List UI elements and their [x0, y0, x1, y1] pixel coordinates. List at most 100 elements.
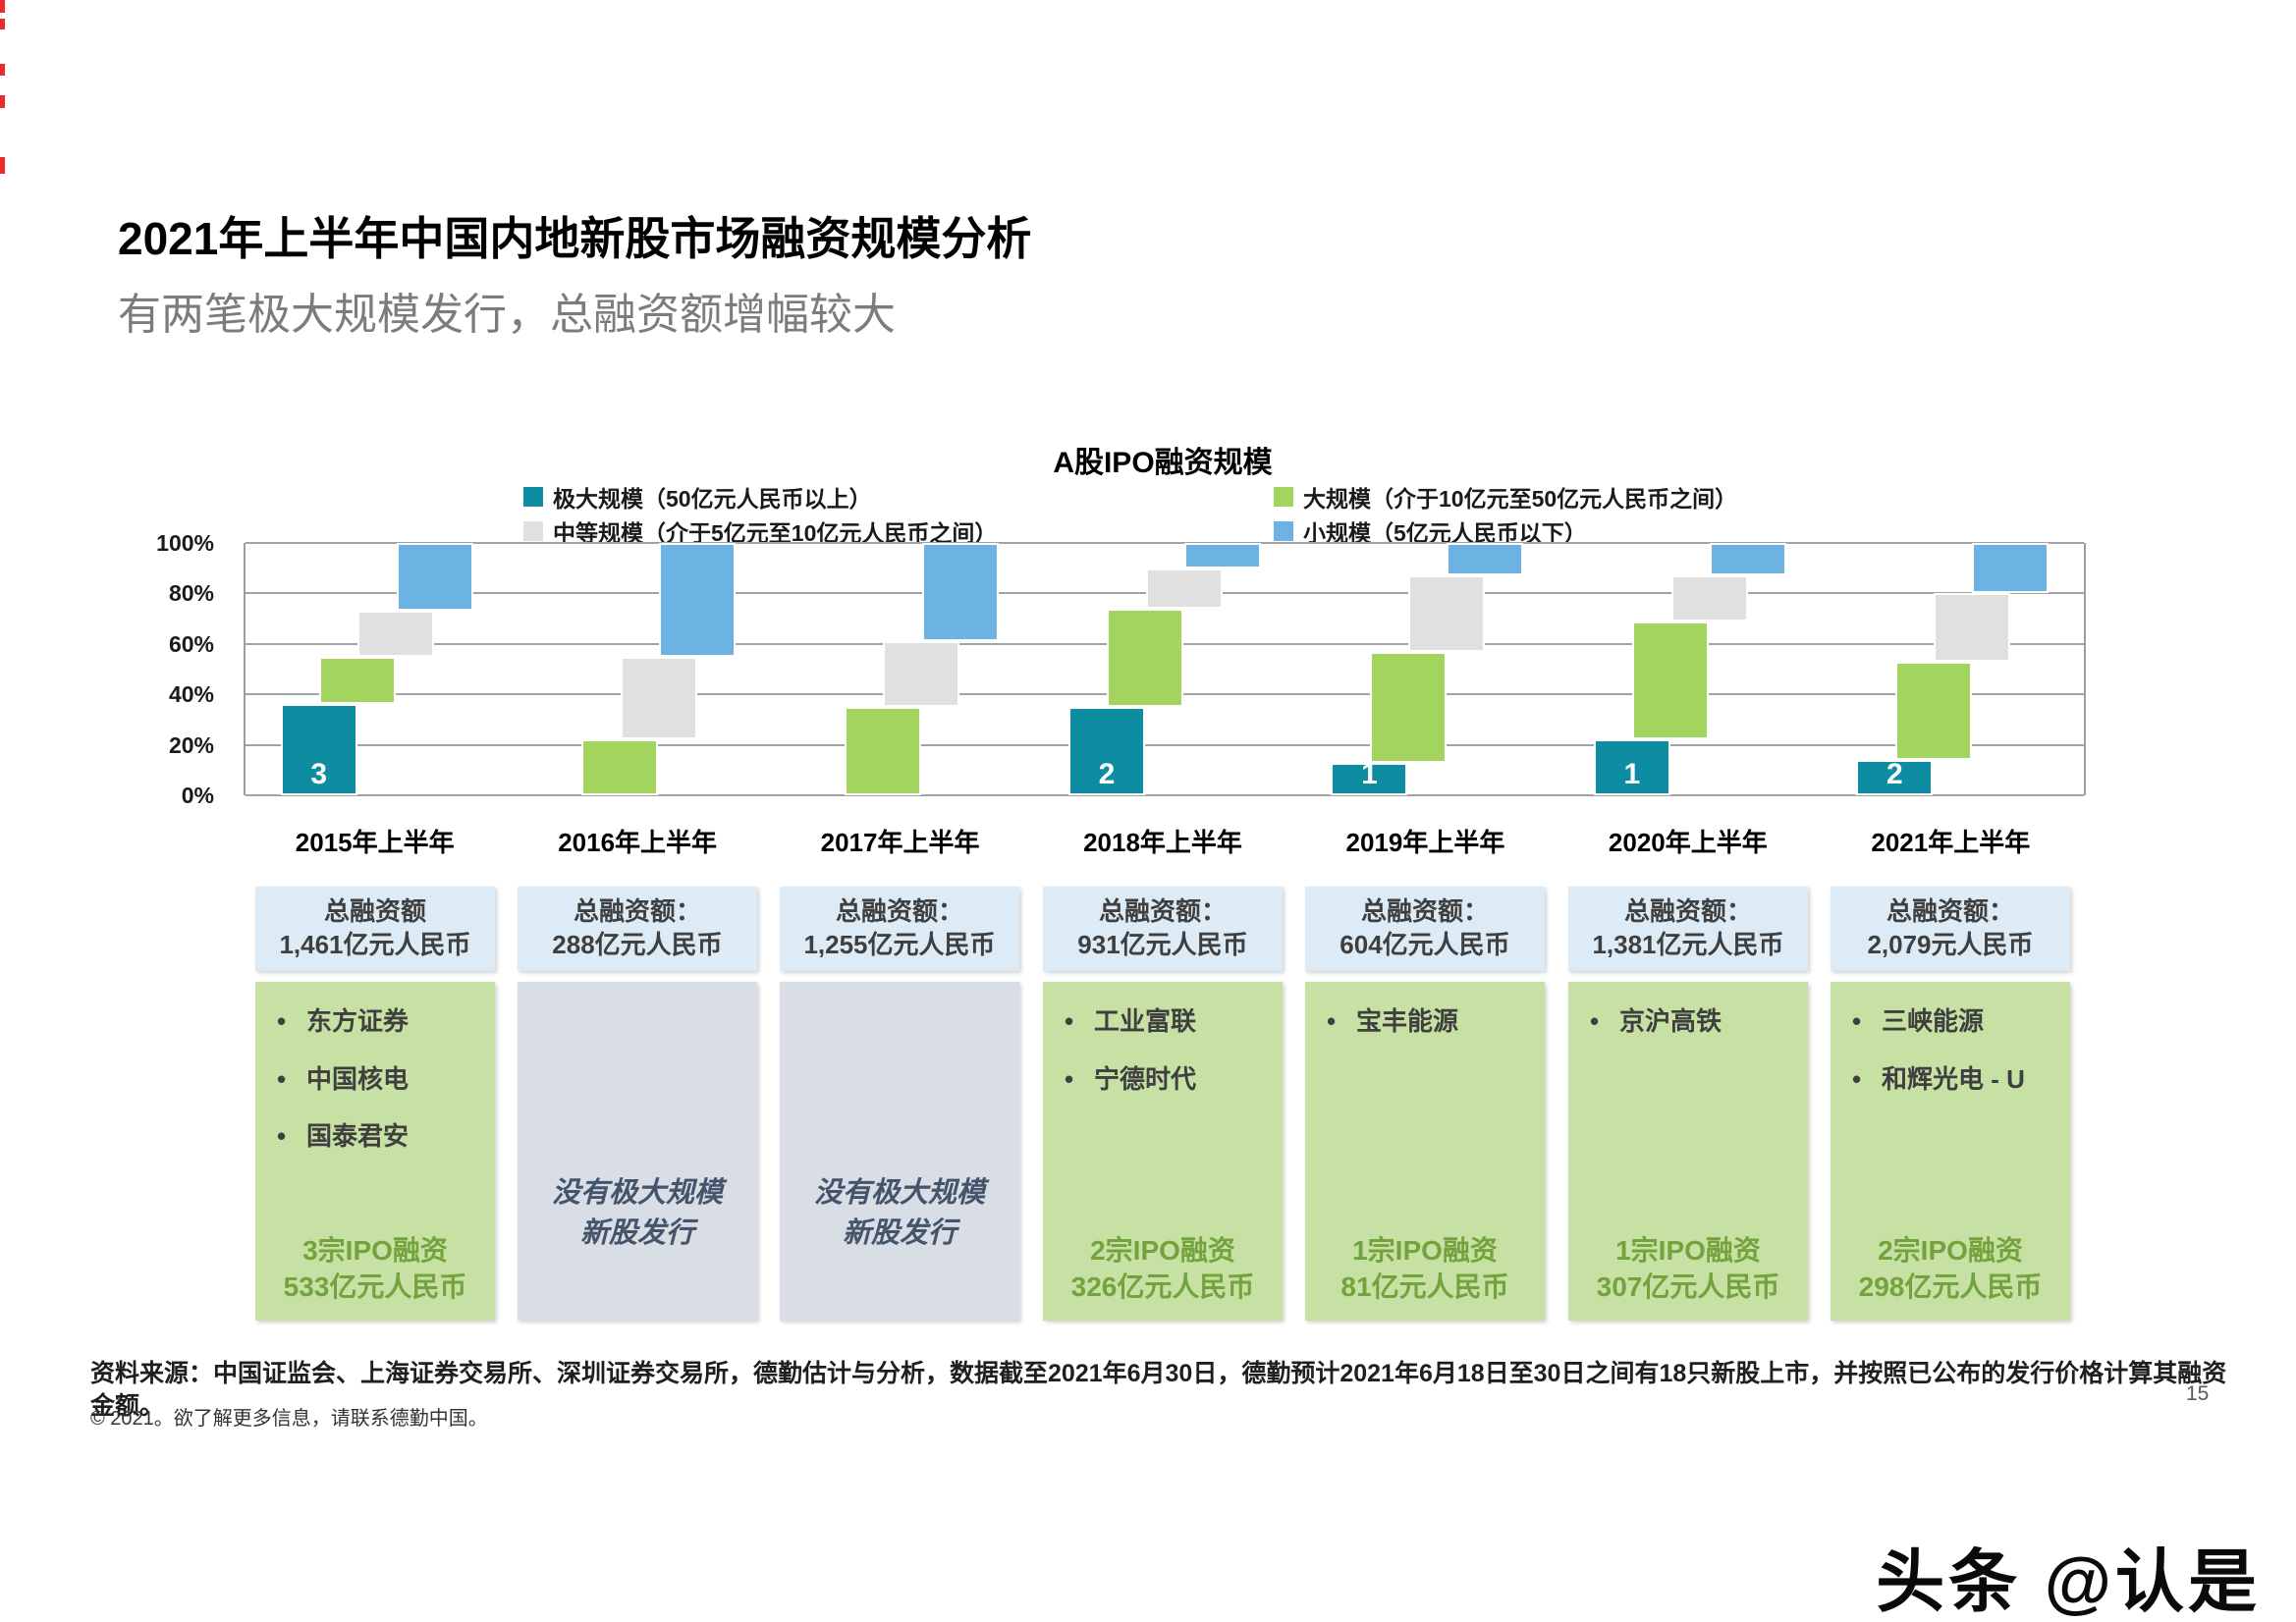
- bar-segment-1: 1: [1593, 739, 1670, 795]
- bar-segment-2: [1632, 621, 1710, 740]
- company-item: 和辉光电 - U: [1846, 1063, 2062, 1096]
- x-tick-label: 2019年上半年: [1345, 828, 1505, 857]
- company-item: 三峡能源: [1846, 1005, 2062, 1038]
- red-edge-mark: [0, 95, 5, 108]
- deal-count: 3宗IPO融资: [302, 1235, 448, 1267]
- total-funds-box-2017: 总融资额： 1,255亿元人民币: [780, 887, 1019, 971]
- y-tick-label: 80%: [168, 580, 214, 607]
- deal-count: 1宗IPO融资: [1615, 1235, 1761, 1267]
- total-funds-box-2018: 总融资额： 931亿元人民币: [1043, 887, 1283, 971]
- mega-deal-count-label: 2: [1886, 758, 1903, 790]
- legend-label-large: 大规模（介于10亿元至50亿元人民币之间）: [1303, 486, 1738, 512]
- deal-amount: 307亿元人民币: [1596, 1271, 1780, 1302]
- deal-detail-box-2016: 没有极大规模 新股发行: [518, 982, 757, 1321]
- deal-amount: 81亿元人民币: [1340, 1271, 1509, 1302]
- page-title: 2021年上半年中国内地新股市场融资规模分析: [118, 213, 1032, 264]
- total-funds-label: 总融资额：: [835, 896, 963, 927]
- x-tick-label: 2020年上半年: [1608, 828, 1768, 857]
- bar-segment-2: [1369, 651, 1447, 763]
- watermark: 头条 @认是: [1876, 1543, 2261, 1620]
- red-edge-mark: [0, 0, 5, 13]
- y-tick-label: 20%: [168, 731, 214, 758]
- red-edge-mark: [0, 157, 5, 174]
- deal-summary-2019: 1宗IPO融资 81亿元人民币: [1305, 1233, 1545, 1305]
- deal-amount: 533亿元人民币: [283, 1271, 467, 1302]
- bar-segment-2: [844, 707, 921, 795]
- total-funds-value: 1,255亿元人民币: [803, 930, 996, 959]
- bar-segment-4: [1183, 543, 1261, 568]
- mega-deal-count-label: 3: [310, 758, 328, 790]
- total-funds-label: 总融资额：: [1623, 896, 1752, 927]
- bar-segment-2: [1894, 661, 1972, 761]
- page-number: 15: [2186, 1382, 2210, 1405]
- x-tick-label: 2018年上半年: [1083, 828, 1242, 857]
- bar-segment-3: [1408, 575, 1486, 652]
- legend-item-mega: 极大规模（50亿元人民币以上）: [523, 481, 872, 513]
- x-tick-label: 2015年上半年: [295, 828, 455, 857]
- y-tick-label: 60%: [168, 630, 214, 657]
- chart-title: A股IPO融资规模: [1053, 447, 1273, 479]
- company-item: 京沪高铁: [1584, 1005, 1800, 1038]
- mega-deal-count-label: 1: [1623, 758, 1641, 790]
- company-list-2020: 京沪高铁: [1568, 1005, 1808, 1233]
- gridline: [246, 743, 2084, 746]
- y-axis-labels: 0% 20% 40% 60% 80% 100%: [0, 530, 228, 808]
- plot-area: 3 2 1 1 2: [244, 542, 2086, 796]
- red-edge-mark: [0, 64, 5, 76]
- no-deal-line1: 没有极大规模: [813, 1176, 985, 1209]
- no-deal-line2: 新股发行: [579, 1216, 694, 1249]
- legend-swatch-large: [1274, 487, 1293, 507]
- total-funds-box-2016: 总融资额： 288亿元人民币: [518, 887, 757, 971]
- total-funds-label: 总融资额：: [1098, 896, 1227, 927]
- mega-deal-count-label: 1: [1361, 758, 1378, 790]
- copyright-note: © 2021。欲了解更多信息，请联系德勤中国。: [90, 1408, 488, 1430]
- page-subtitle: 有两笔极大规模发行，总融资额增幅较大: [118, 291, 896, 339]
- deal-detail-box-2015: 东方证券中国核电国泰君安 3宗IPO融资 533亿元人民币: [255, 982, 495, 1321]
- source-note: 资料来源：中国证监会、上海证券交易所、深圳证券交易所，德勤估计与分析，数据截至2…: [90, 1360, 2227, 1420]
- company-item: 工业富联: [1059, 1005, 1275, 1038]
- x-tick-label: 2016年上半年: [558, 828, 718, 857]
- legend-label-small: 小规模（5亿元人民币以下）: [1303, 520, 1587, 546]
- deal-detail-box-2017: 没有极大规模 新股发行: [780, 982, 1019, 1321]
- company-item: 中国核电: [271, 1063, 487, 1096]
- y-tick-label: 0%: [181, 783, 214, 808]
- legend-item-small: 小规模（5亿元人民币以下）: [1274, 515, 1587, 547]
- company-item: 宝丰能源: [1321, 1005, 1537, 1038]
- legend-swatch-small: [1274, 521, 1293, 541]
- red-edge-mark: [0, 19, 5, 29]
- company-list-2015: 东方证券中国核电国泰君安: [255, 1005, 495, 1233]
- deal-detail-box-2019: 宝丰能源 1宗IPO融资 81亿元人民币: [1305, 982, 1545, 1321]
- legend-item-medium: 中等规模（介于5亿元至10亿元人民币之间）: [523, 515, 997, 547]
- bar-segment-3: [1145, 568, 1223, 609]
- bar-segment-1: 3: [280, 704, 357, 795]
- total-funds-value: 288亿元人民币: [552, 930, 723, 959]
- bar-segment-4: [396, 543, 473, 612]
- bar-segment-4: [1972, 543, 2050, 594]
- company-list-2021: 三峡能源和辉光电 - U: [1831, 1005, 2070, 1233]
- mega-deal-count-label: 2: [1098, 758, 1116, 790]
- bar-segment-2: [581, 739, 659, 795]
- no-deal-line2: 新股发行: [842, 1216, 957, 1249]
- deal-amount: 326亿元人民币: [1070, 1271, 1255, 1302]
- bar-segment-3: [883, 641, 960, 708]
- company-list-2019: 宝丰能源: [1305, 1005, 1545, 1233]
- deal-summary-2018: 2宗IPO融资 326亿元人民币: [1043, 1233, 1283, 1305]
- bar-segment-4: [1709, 543, 1786, 576]
- deal-count: 1宗IPO融资: [1352, 1235, 1498, 1267]
- bar-segment-3: [1670, 575, 1748, 622]
- total-funds-value: 604亿元人民币: [1339, 930, 1510, 959]
- total-funds-box-2021: 总融资额： 2,079元人民币: [1831, 887, 2070, 971]
- deal-count: 2宗IPO融资: [1878, 1235, 2023, 1267]
- no-mega-deal-note-2016: 没有极大规模 新股发行: [518, 1173, 757, 1253]
- bar-segment-1: 2: [1856, 758, 1934, 795]
- bar-segment-2: [1107, 608, 1184, 708]
- bar-segment-3: [1933, 593, 2010, 662]
- bar-segment-1: 1: [1331, 758, 1408, 795]
- no-mega-deal-note-2017: 没有极大规模 新股发行: [780, 1173, 1019, 1253]
- deal-summary-2021: 2宗IPO融资 298亿元人民币: [1831, 1233, 2070, 1305]
- legend-label-medium: 中等规模（介于5亿元至10亿元人民币之间）: [553, 520, 998, 546]
- total-funds-label: 总融资额：: [1886, 896, 2014, 927]
- total-funds-box-2020: 总融资额： 1,381亿元人民币: [1568, 887, 1808, 971]
- bar-segment-1: 2: [1068, 707, 1145, 795]
- total-funds-label: 总融资额：: [573, 896, 701, 927]
